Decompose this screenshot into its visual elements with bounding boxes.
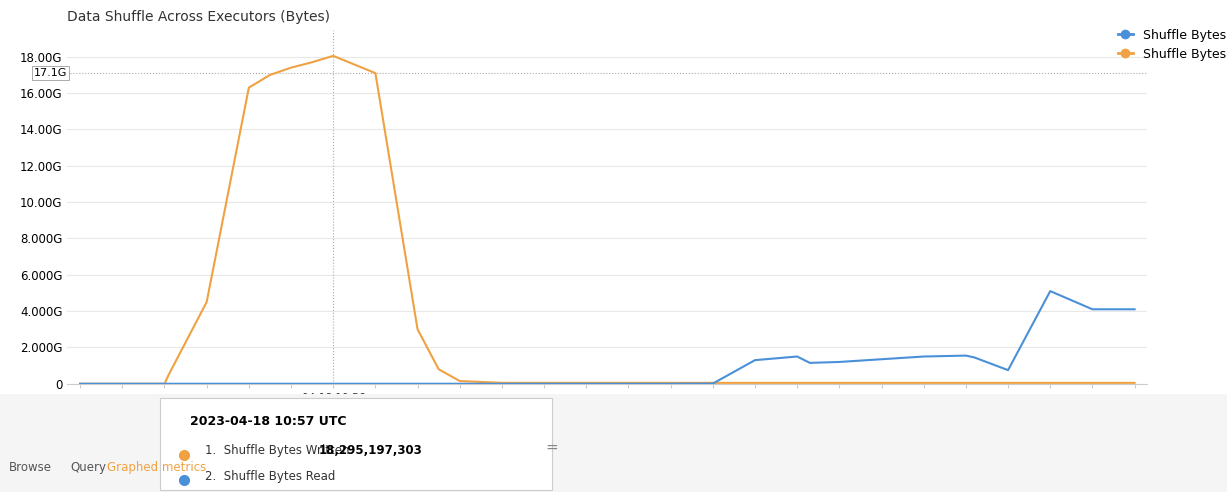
FancyBboxPatch shape bbox=[160, 398, 552, 490]
Text: 18,295,197,303: 18,295,197,303 bbox=[319, 444, 423, 457]
Legend: Shuffle Bytes Read, Shuffle Bytes Written: Shuffle Bytes Read, Shuffle Bytes Writte… bbox=[1118, 29, 1227, 61]
Text: Graphed metrics: Graphed metrics bbox=[108, 461, 206, 474]
Text: 04-18 10:56: 04-18 10:56 bbox=[302, 393, 364, 403]
Text: 2.  Shuffle Bytes Read: 2. Shuffle Bytes Read bbox=[205, 470, 335, 483]
Text: 1.  Shuffle Bytes Written: 1. Shuffle Bytes Written bbox=[205, 444, 357, 457]
Text: =: = bbox=[546, 440, 558, 455]
Text: Data Shuffle Across Executors (Bytes): Data Shuffle Across Executors (Bytes) bbox=[67, 10, 330, 24]
Text: Browse: Browse bbox=[9, 461, 53, 474]
Text: 17.1G: 17.1G bbox=[34, 68, 67, 78]
Text: 2023-04-18 10:57 UTC: 2023-04-18 10:57 UTC bbox=[190, 415, 347, 428]
Text: Query: Query bbox=[70, 461, 107, 474]
